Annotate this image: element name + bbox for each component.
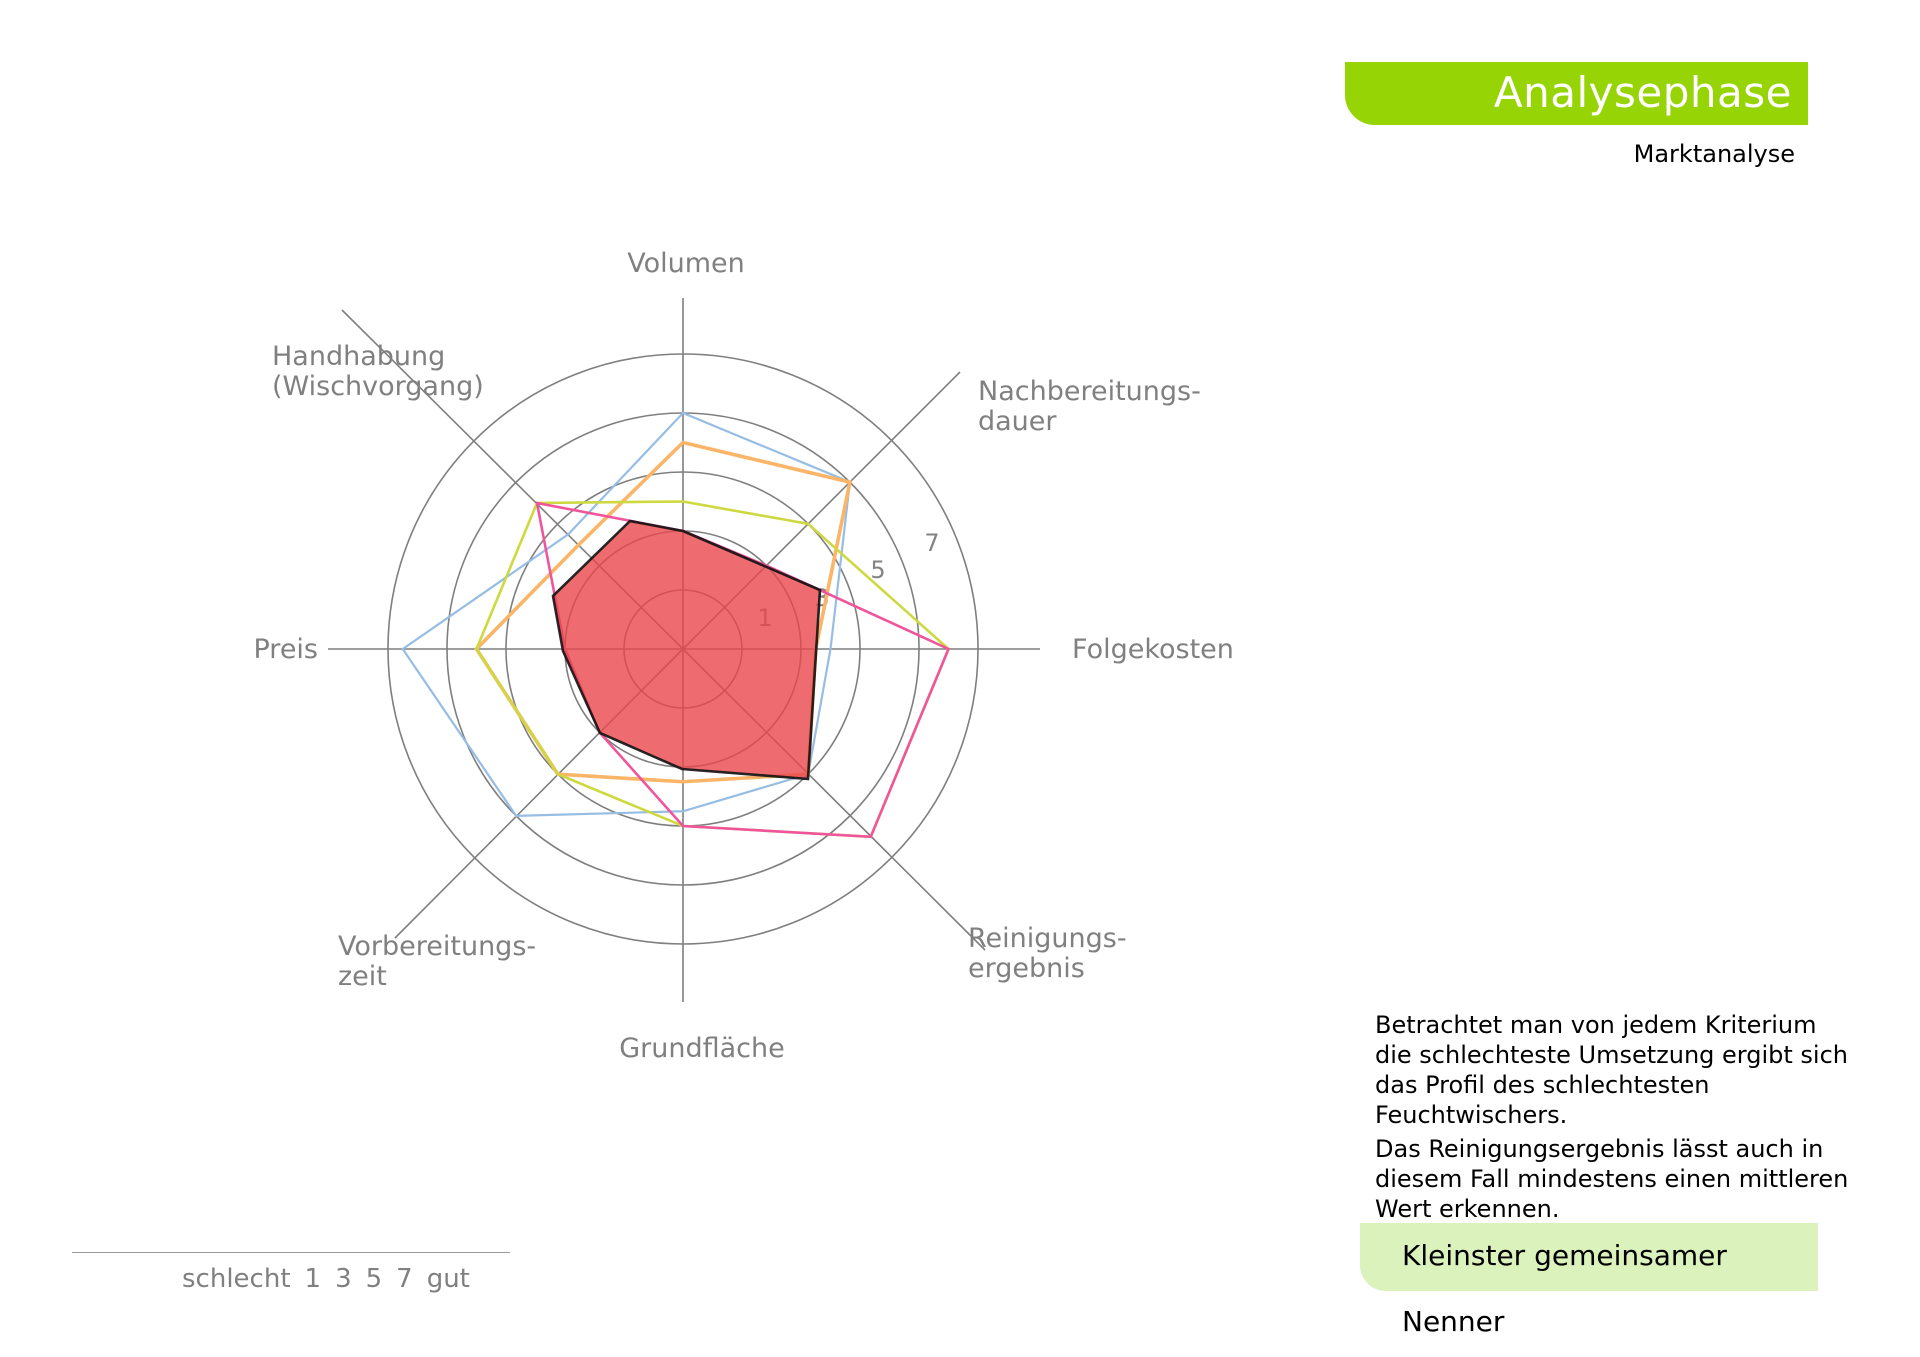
axis-label-3-line-1: ergebnis	[968, 953, 1085, 984]
callout-box: Kleinster gemeinsamer Nenner	[1360, 1223, 1818, 1338]
axis-label-0-line-0: Volumen	[627, 248, 745, 279]
scale-items: schlecht 1 3 5 7 gut	[182, 1264, 470, 1294]
axis-label-4-line-0: Grundfläche	[619, 1033, 785, 1064]
axis-label-1-line-1: dauer	[978, 406, 1057, 437]
axis-label-2-line-0: Folgekosten	[1072, 634, 1234, 665]
scale-item: 1	[304, 1264, 322, 1294]
axis-label-5-line-0: Vorbereitungs-	[338, 931, 536, 962]
radar-tick-label: 7	[924, 529, 939, 557]
axis-label-7-line-0: Handhabung	[272, 341, 445, 372]
scale-item: 7	[396, 1264, 413, 1294]
scale-item: schlecht	[182, 1264, 291, 1294]
axis-label-6-line-0: Preis	[254, 634, 319, 665]
scale-item: 3	[335, 1264, 352, 1294]
note-paragraph-1: Betrachtet man von jedem Kriterium die s…	[1375, 1011, 1849, 1129]
axis-label-5-line-1: zeit	[338, 961, 387, 992]
series-polygon-product-pink	[535, 501, 951, 839]
axis-label-3-line-0: Reinigungs-	[968, 923, 1127, 954]
title-banner: Analysephase	[1345, 62, 1808, 125]
subtitle: Marktanalyse	[1633, 140, 1795, 168]
radar-series-lines	[401, 411, 951, 839]
note-paragraph-2: Das Reinigungsergebnis lässt auch in die…	[1375, 1135, 1849, 1223]
axis-label-1-line-0: Nachbereitungs-	[978, 376, 1201, 407]
worst-profile-shape	[551, 519, 822, 781]
series-polygon-product-blue	[401, 411, 852, 817]
series-polygon-product-orange	[474, 440, 852, 784]
scale-item: 5	[365, 1264, 383, 1294]
scale-item: gut	[426, 1264, 470, 1294]
scale-divider-line	[72, 1252, 510, 1253]
axis-label-7-line-1: (Wischvorgang)	[272, 371, 484, 402]
worst-profile-polygon	[551, 519, 822, 781]
radar-axis-labels: Volumen Nachbereitungs-dauer Folgekosten Re…	[254, 248, 1234, 1064]
radar-tick-label: 5	[870, 556, 885, 584]
